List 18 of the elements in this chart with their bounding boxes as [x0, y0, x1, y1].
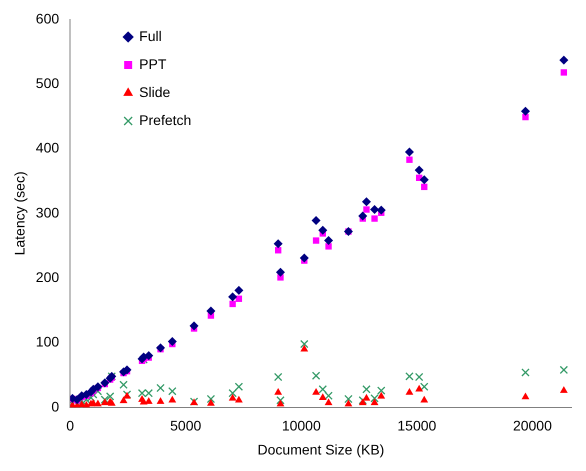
legend-label: Full: [139, 28, 162, 44]
x-tick-label: 10000: [282, 418, 321, 434]
x-tick-label: 0: [66, 418, 74, 434]
legend-label: Slide: [139, 84, 171, 100]
x-tick-label: 5000: [170, 418, 202, 434]
x-tick-label: 20000: [512, 418, 552, 434]
x-axis-title: Document Size (KB): [258, 441, 384, 458]
y-tick-label: 0: [51, 398, 60, 414]
legend-label: Prefetch: [139, 112, 192, 128]
y-tick-label: 600: [36, 10, 60, 26]
y-tick-label: 300: [36, 204, 60, 220]
y-tick-label: 400: [36, 140, 60, 156]
y-tick-label: 500: [36, 74, 60, 91]
x-tick-label: 15000: [397, 418, 437, 434]
y-axis-title: Latency (sec): [11, 171, 28, 256]
legend-label: PPT: [139, 56, 167, 72]
y-tick-label: 200: [36, 268, 60, 285]
y-tick-label: 100: [36, 334, 60, 350]
